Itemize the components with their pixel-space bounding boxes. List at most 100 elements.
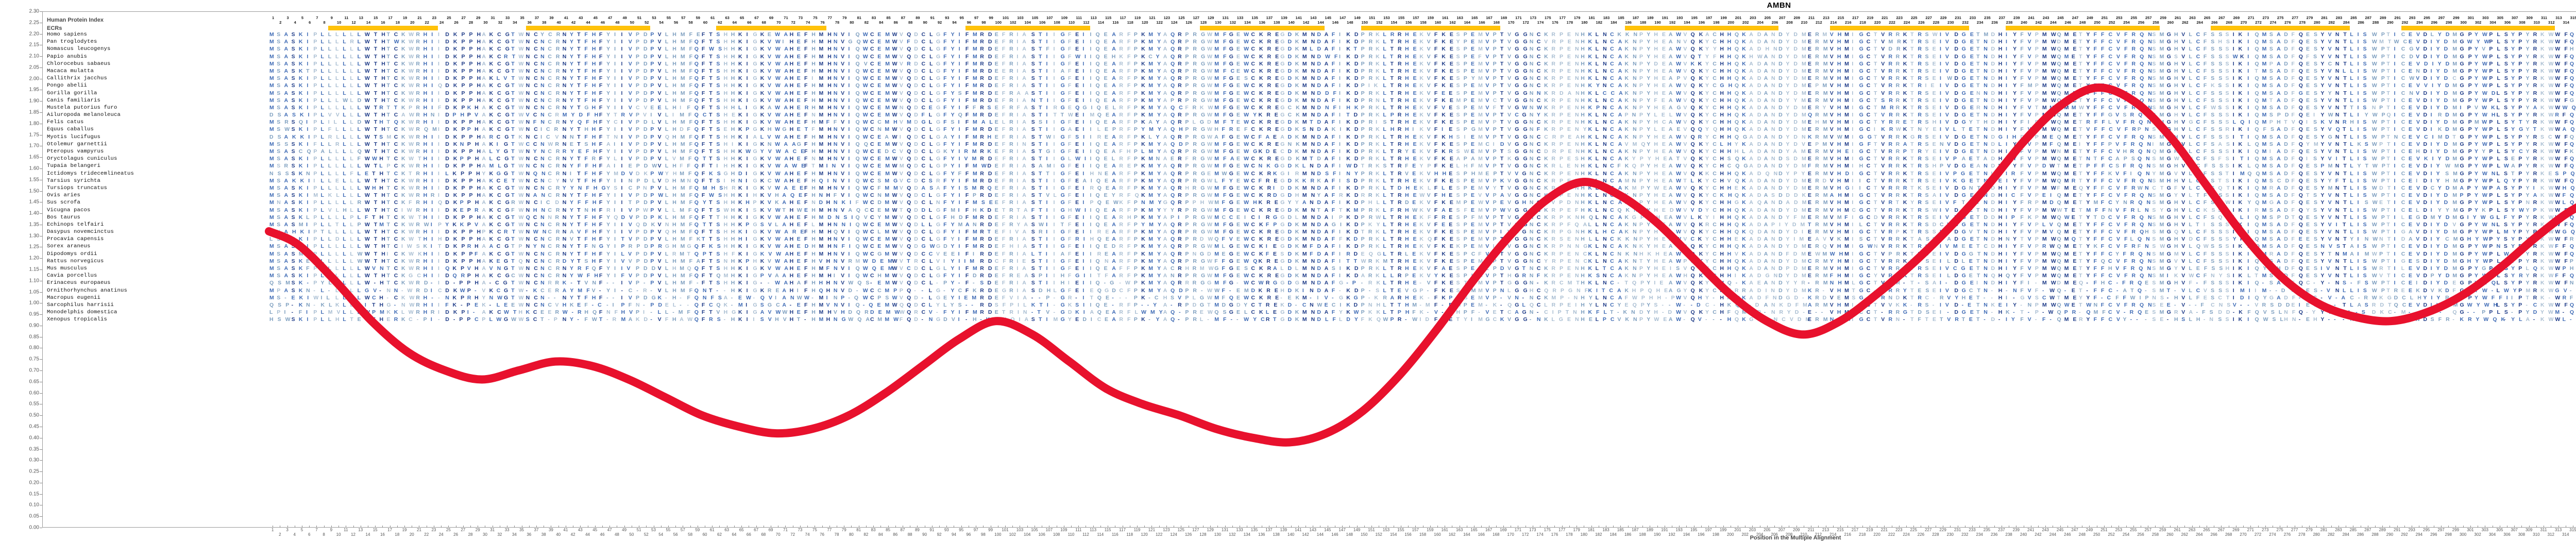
sequence-segment: I bbox=[680, 105, 685, 111]
ecr-region-bar[interactable] bbox=[716, 26, 826, 30]
ruler-position-number: 106 bbox=[1039, 20, 1046, 25]
sequence-segment: IQE bbox=[1090, 75, 1112, 81]
sequence-segment: E bbox=[1068, 105, 1076, 111]
sequence-segment: KD bbox=[1346, 39, 1362, 45]
sequence-segment: M bbox=[973, 46, 981, 52]
ecr-region-bar[interactable] bbox=[2401, 26, 2555, 30]
sequence-segment: KI bbox=[738, 68, 752, 74]
sequence-segment: K bbox=[1544, 31, 1552, 38]
sequence-segment: YDM bbox=[1786, 82, 1810, 89]
ecr-region-bar[interactable] bbox=[328, 26, 438, 30]
sequence-segment: PR bbox=[1361, 119, 1377, 125]
sequence-segment: W bbox=[1947, 75, 1956, 81]
sequence-segment: YI bbox=[606, 75, 620, 81]
sequence-segment: P bbox=[650, 68, 658, 74]
sequence-segment: E bbox=[1933, 75, 1940, 81]
sequence-segment: Y bbox=[2511, 97, 2519, 104]
ruler-position-number: 12 bbox=[351, 20, 355, 25]
sequence-segment: RPEN bbox=[1551, 68, 1583, 74]
ecr-region-bar[interactable] bbox=[1361, 26, 1500, 30]
sequence-segment: S bbox=[2226, 82, 2233, 89]
sequence-segment: IA bbox=[1016, 82, 1030, 89]
alignment-row[interactable]: Chlorocebus sabaeus M S A S KI P L L L L L L WTH T C K W R… bbox=[43, 61, 2576, 68]
ruler-position-number: 235 bbox=[1984, 15, 1991, 20]
ruler-position-number: 116 bbox=[1112, 20, 1118, 25]
sequence-segment: P bbox=[1134, 112, 1142, 118]
alignment-row[interactable]: Felis catus M SR S Q I P L IL L L D WT H T Q K W R HI I DKPPH… bbox=[43, 119, 2576, 126]
ruler-position-number: 73 bbox=[799, 15, 803, 20]
alignment-row[interactable]: Papio anubis M S A S KI P L L L L L L WTH T C K W R HI I DKPP… bbox=[43, 54, 2576, 61]
sequence-segment: E bbox=[2306, 112, 2314, 118]
sequence-segment: K bbox=[1376, 75, 1384, 81]
sequence-segment: Q bbox=[2057, 46, 2065, 52]
sequence-segment: E bbox=[1075, 68, 1083, 74]
ruler-position-number: 110 bbox=[1069, 20, 1075, 25]
sequence-segment: K bbox=[1544, 75, 1552, 81]
ruler-position-number: 276 bbox=[2284, 20, 2291, 25]
sequence-segment: W bbox=[518, 54, 528, 60]
sequence-segment: CA bbox=[1610, 54, 1626, 60]
sequence-segment: P bbox=[1464, 61, 1471, 67]
sequence-segment: RF bbox=[1119, 82, 1134, 89]
sequence-segment: ME bbox=[2064, 119, 2081, 125]
sequence-segment: E bbox=[1808, 119, 1816, 125]
sequence-segment: I bbox=[1376, 119, 1381, 125]
ecr-region-bar[interactable] bbox=[965, 26, 1090, 30]
sequence-segment: PLS bbox=[2489, 82, 2512, 89]
ecr-region-bar[interactable] bbox=[526, 26, 651, 30]
ruler-position-number: 30 bbox=[483, 20, 487, 25]
ecr-region-bar[interactable] bbox=[1829, 26, 1969, 30]
ruler-position-number: 117 bbox=[1120, 15, 1126, 20]
sequence-segment: KV bbox=[2320, 119, 2336, 125]
ecr-region-bar[interactable] bbox=[1199, 26, 1325, 30]
sequence-segment: C bbox=[394, 75, 402, 81]
ruler-position-number: 46 bbox=[601, 20, 605, 25]
sequence-segment: KCG bbox=[489, 46, 514, 52]
sequence-segment: E bbox=[1808, 75, 1816, 81]
sequence-segment: N bbox=[1984, 46, 1992, 52]
alignment-row[interactable]: Homo sapiens M S A S KI P L L L L L L WTH T C K W R HI I DKPP… bbox=[43, 31, 2576, 39]
alignment-row[interactable]: Mustela putorius furo M S A S KI P L LL L L L WT R T T K… bbox=[43, 105, 2576, 112]
sequence-segment: H bbox=[1998, 61, 2007, 67]
alignment-row[interactable]: Macaca mulatta M S A S K T P L L L L L L WTH T C K W R HI I DK… bbox=[43, 68, 2576, 75]
alignment-row[interactable]: Pan troglodytes M S A S KI P L L L L R L WTH T W K W R HI I D… bbox=[43, 39, 2576, 46]
sequence-segment: TM bbox=[1976, 31, 1992, 38]
sequence-segment: V bbox=[2181, 126, 2189, 132]
sequence-segment: IK bbox=[2233, 90, 2247, 96]
ruler-position-number: 25 bbox=[447, 15, 451, 20]
sequence-segment: Y bbox=[1705, 75, 1713, 81]
ruler-position-number: 158 bbox=[1420, 20, 1427, 25]
alignment-row[interactable]: Pongo abelii M S A S KI P L L L L L L WTH T C K W R HI Q DKPP… bbox=[43, 82, 2576, 90]
ecr-region-bar[interactable] bbox=[2005, 26, 2160, 30]
sequence-segment: Q bbox=[856, 31, 864, 38]
sequence-segment: L bbox=[350, 75, 357, 81]
sequence-segment: I bbox=[1082, 90, 1088, 96]
ruler-position-number: 17 bbox=[388, 15, 392, 20]
alignment-row[interactable]: Ailuropoda melanoleuca DS ASKI P L VV L L L WTH T C… bbox=[43, 112, 2576, 119]
sequence-segment: P bbox=[2518, 82, 2526, 89]
ruler-position-number: 205 bbox=[1765, 15, 1771, 20]
sequence-segment: S bbox=[2226, 75, 2233, 81]
ecr-region-bar[interactable] bbox=[2211, 26, 2350, 30]
alignment-row[interactable]: Canis familiaris M S A S KI P L L L W L D WTH T C K W R HI I… bbox=[43, 97, 2576, 105]
alignment-row[interactable]: Callithrix jacchus M S A S KI P L L L L L L WTH T C K W R H… bbox=[43, 75, 2576, 82]
sequence-segment: Q bbox=[1171, 46, 1179, 52]
alignment-row[interactable]: Equus caballus M SW S KI P L FL L L L WTH T C K W RQM I DK… bbox=[43, 126, 2576, 133]
ruler-position-number: 74 bbox=[806, 20, 810, 25]
sequence-segment: G bbox=[2570, 97, 2576, 104]
alignment-row[interactable]: Gorilla gorilla M S A S KI P L L L L L L WTH T C K W R HI I D… bbox=[43, 90, 2576, 97]
ecr-region-bar[interactable] bbox=[1624, 26, 1779, 30]
ecr-track[interactable] bbox=[43, 26, 2576, 30]
sequence-segment: IYD bbox=[2431, 46, 2452, 52]
sequence-segment: G bbox=[2167, 68, 2175, 74]
sequence-segment: LIS bbox=[2350, 126, 2370, 132]
sequence-segment: YG bbox=[2511, 126, 2527, 132]
sequence-segment: A bbox=[1112, 68, 1120, 74]
sequence-segment: L bbox=[2189, 97, 2196, 104]
sequence-segment: P bbox=[1639, 61, 1647, 67]
alignment-row[interactable]: Nomascus leucogenys M S A S KI P L L L L L L WTH T C K W R… bbox=[43, 46, 2576, 53]
sequence-segment: MN bbox=[1302, 61, 1319, 67]
sequence-segment: CD bbox=[2401, 54, 2417, 60]
ruler-position-number: 232 bbox=[1962, 20, 1969, 25]
sequence-segment: D bbox=[2423, 46, 2431, 52]
